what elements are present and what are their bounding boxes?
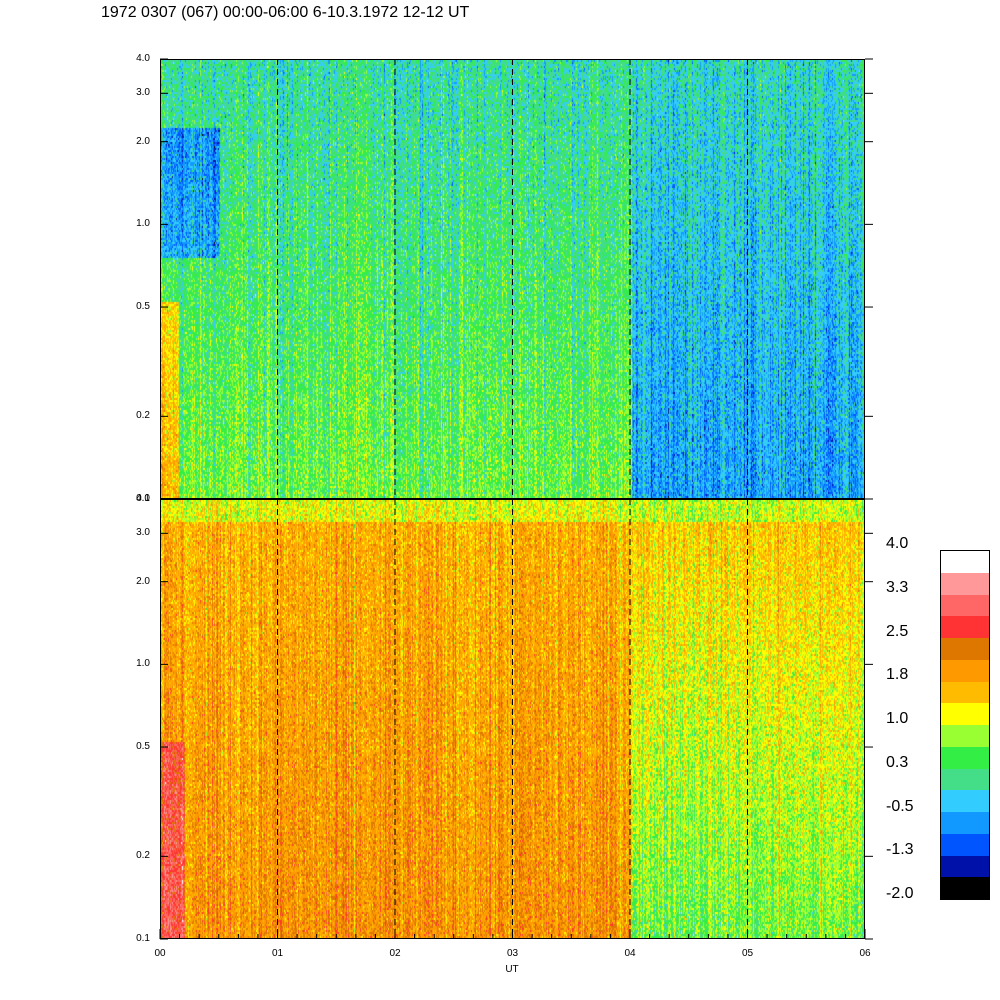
- colorbar-label: -1.3: [886, 841, 914, 859]
- y-tick-label: 0.5: [136, 301, 150, 313]
- y-tick-label: 0.2: [136, 850, 150, 862]
- colorbar-swatch: [941, 877, 989, 899]
- chart-title: 1972 0307 (067) 00:00-06:00 6-10.3.1972 …: [101, 4, 470, 21]
- y-tick-label: 1.0: [136, 218, 150, 230]
- colorbar-label: 0.3: [886, 753, 909, 771]
- y-tick-label: 0.1: [136, 493, 150, 504]
- colorbar-swatch: [941, 616, 989, 638]
- colorbar-label: 3.3: [886, 578, 909, 596]
- colorbar-swatch: [941, 703, 989, 725]
- colorbar-swatch: [941, 746, 989, 769]
- x-axis-label: UT: [505, 964, 519, 975]
- colorbar-swatch: [941, 768, 989, 791]
- colorbar-label: 1.8: [886, 666, 909, 684]
- colorbar-swatch: [941, 681, 989, 704]
- colorbar-label: 2.5: [886, 622, 909, 640]
- colorbar-swatch: [941, 572, 989, 595]
- y-tick-label: 2.0: [136, 135, 150, 147]
- x-tick-label: 00: [154, 948, 166, 959]
- colorbar-label: 1.0: [886, 710, 909, 727]
- y-tick-label: 3.0: [136, 87, 150, 99]
- y-tick-label: 0.2: [136, 410, 150, 422]
- y-tick-label: 4.0: [136, 493, 150, 504]
- x-tick-label: 02: [389, 948, 401, 959]
- y-tick-label: 0.1: [136, 933, 150, 944]
- colorbar-label: -0.5: [886, 797, 914, 815]
- y-tick-label: 4.0: [136, 53, 150, 64]
- y-tick-label: 1.0: [136, 658, 150, 670]
- colorbar-swatch: [941, 855, 989, 878]
- y-tick-label: 0.5: [136, 741, 150, 753]
- y-tick-label: 2.0: [136, 575, 150, 587]
- colorbar-swatch: [941, 833, 989, 856]
- colorbar-label: -2.0: [886, 885, 914, 902]
- y-tick-label: 3.0: [136, 527, 150, 539]
- x-tick-label: 04: [624, 948, 636, 959]
- colorbar-swatch: [941, 725, 989, 747]
- x-tick-label: 05: [741, 948, 754, 959]
- colorbar-swatch: [941, 594, 989, 617]
- x-tick-label: 06: [859, 948, 871, 959]
- x-tick-label: 03: [506, 948, 519, 959]
- colorbar-swatch: [941, 659, 989, 682]
- colorbar: [940, 550, 990, 900]
- colorbar-swatch: [941, 551, 989, 573]
- colorbar-swatch: [941, 638, 989, 660]
- colorbar-swatch: [941, 812, 989, 834]
- colorbar-label: 4.0: [886, 535, 909, 552]
- x-tick-label: 01: [271, 948, 284, 959]
- colorbar-swatch: [941, 790, 989, 812]
